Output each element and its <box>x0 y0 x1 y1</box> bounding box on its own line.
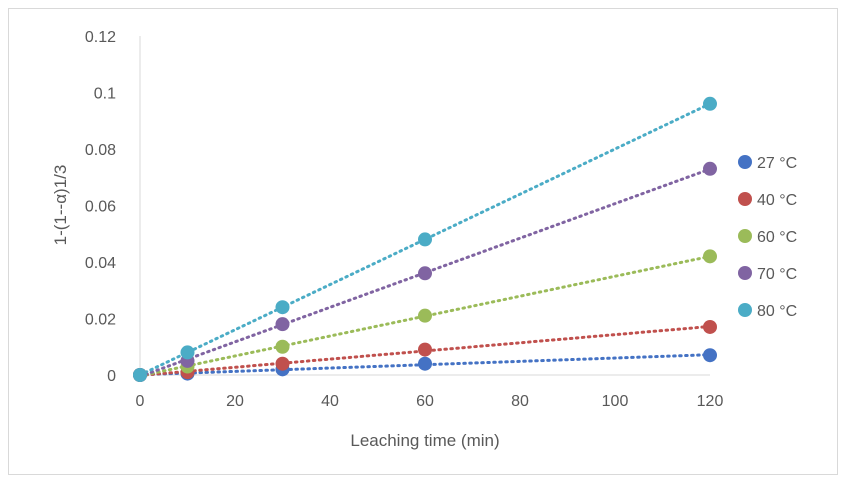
legend-marker <box>738 266 752 280</box>
legend-label: 70 °C <box>757 266 797 283</box>
legend-label: 27 °C <box>757 155 797 172</box>
x-tick-label: 100 <box>602 393 629 410</box>
legend-marker <box>738 192 752 206</box>
trendline-series-1 <box>138 324 712 377</box>
data-point-series-3 <box>275 317 290 332</box>
data-point-series-0 <box>703 348 717 363</box>
data-point-series-2 <box>703 249 717 264</box>
y-tick-label: 0.02 <box>85 312 116 329</box>
legend-marker <box>738 229 752 243</box>
data-point-series-1 <box>418 342 432 357</box>
y-axis-title: 1-(1--α)1/3 <box>51 165 70 246</box>
y-tick-label: 0.1 <box>94 86 116 103</box>
data-point-series-4 <box>703 96 717 111</box>
trendline-series-0 <box>138 353 712 377</box>
y-tick-label: 0.06 <box>85 199 116 216</box>
x-tick-label: 60 <box>416 393 434 410</box>
data-point-series-3 <box>703 161 717 176</box>
x-tick-label: 120 <box>697 393 724 410</box>
trendline-series-3 <box>138 167 712 378</box>
x-tick-label: 40 <box>321 393 339 410</box>
x-tick-label: 20 <box>226 393 244 410</box>
data-point-series-4 <box>275 300 290 315</box>
legend-marker <box>738 303 752 317</box>
legend-label: 60 °C <box>757 229 797 246</box>
y-tick-label: 0 <box>107 368 116 385</box>
data-point-series-1 <box>703 319 717 334</box>
data-point-series-4 <box>133 368 147 382</box>
data-point-series-1 <box>275 356 290 371</box>
y-tick-label: 0.08 <box>85 142 116 159</box>
data-point-series-4 <box>418 232 432 247</box>
trendlines <box>138 102 712 378</box>
data-point-series-2 <box>418 308 432 323</box>
trendline-series-2 <box>138 254 712 378</box>
x-axis-title: Leaching time (min) <box>350 431 499 450</box>
data-points <box>133 96 717 382</box>
data-point-series-3 <box>418 266 432 281</box>
tick-labels: 0 20 40 60 80 100 120 0 0.02 0.04 0.06 0.08 0.1 0.12 <box>85 29 724 410</box>
y-tick-label: 0.04 <box>85 255 116 272</box>
x-tick-label: 0 <box>136 393 145 410</box>
data-point-series-0 <box>418 356 432 371</box>
x-tick-label: 80 <box>511 393 529 410</box>
axes <box>139 36 710 376</box>
data-point-series-4 <box>180 345 195 360</box>
legend-label: 80 °C <box>757 303 797 320</box>
legend: 27 °C 40 °C 60 °C 70 °C 80 °C <box>738 155 797 320</box>
y-tick-label: 0.12 <box>85 29 116 46</box>
legend-label: 40 °C <box>757 192 797 209</box>
legend-marker <box>738 155 752 169</box>
data-point-series-2 <box>275 339 290 354</box>
